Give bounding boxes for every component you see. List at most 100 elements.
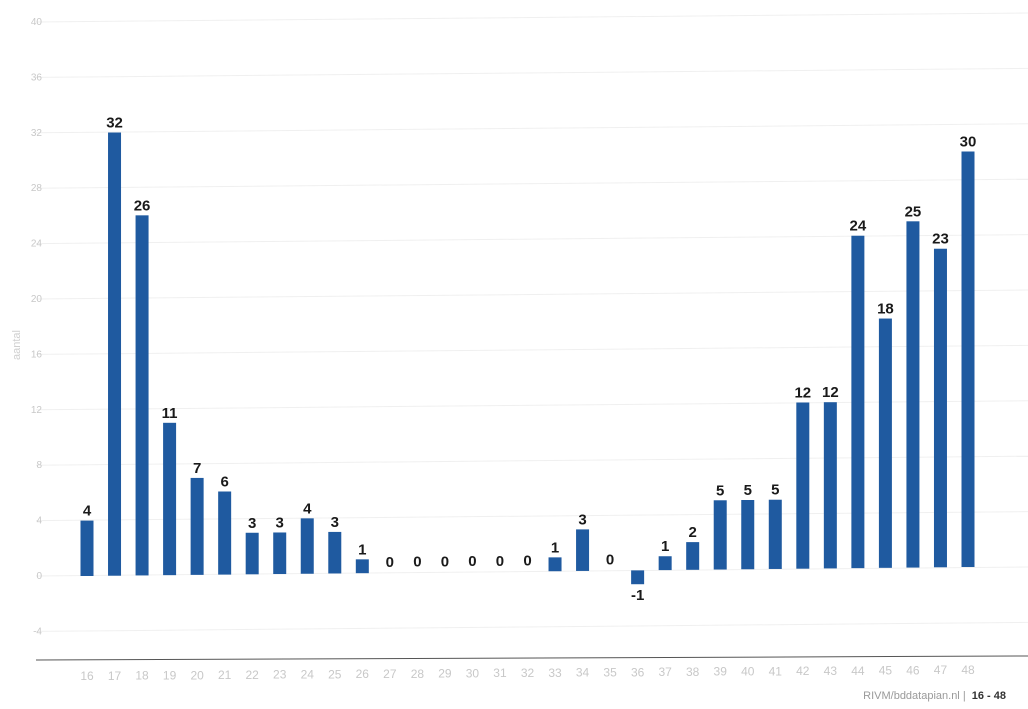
bar (218, 491, 232, 575)
x-tick-label: 26 (356, 667, 370, 681)
x-tick-label: 38 (686, 665, 700, 679)
x-tick-label: 22 (246, 668, 260, 682)
data-label: 3 (578, 511, 586, 528)
x-tick-label: 29 (438, 667, 452, 681)
grid-line (35, 621, 1028, 632)
data-label: 23 (932, 231, 949, 248)
grid-line (35, 289, 1028, 300)
data-label: 12 (794, 384, 811, 401)
y-tick-label: 16 (31, 349, 43, 360)
x-tick-label: 43 (824, 664, 838, 678)
bar (796, 402, 810, 569)
bar (355, 559, 369, 574)
data-label: 25 (905, 203, 922, 220)
data-label: 0 (468, 553, 476, 570)
bar (273, 532, 287, 575)
y-axis-label: aantal (11, 330, 23, 360)
grid-line (35, 123, 1028, 134)
x-tick-label: 41 (769, 664, 783, 678)
x-tick-label: 32 (521, 666, 535, 680)
y-tick-label: 12 (31, 405, 43, 416)
data-label: -1 (631, 587, 644, 604)
y-tick-label: 8 (36, 460, 42, 471)
x-tick-label: 40 (741, 665, 755, 679)
data-label: 1 (551, 539, 559, 556)
x-tick-label: 23 (273, 668, 287, 682)
x-tick-label: 46 (906, 663, 920, 677)
bar (686, 542, 700, 570)
data-label: 0 (606, 552, 614, 569)
source-note: RIVM/bddatapian.nl | 16 - 48 (863, 690, 1006, 702)
y-axis-ticks: -4 0 4 8 12 16 20 24 28 32 36 40 (31, 17, 43, 637)
data-label: 5 (771, 482, 779, 499)
x-tick-label: 31 (493, 666, 507, 680)
x-tick-label: 27 (383, 667, 397, 681)
x-tick-label: 33 (548, 666, 562, 680)
bar (328, 531, 342, 574)
x-tick-label: 21 (218, 668, 232, 682)
x-tick-label: 34 (576, 666, 590, 680)
bar (300, 518, 314, 574)
x-tick-label: 37 (658, 665, 672, 679)
data-label: 0 (523, 553, 531, 570)
grid-line (35, 566, 1028, 577)
data-label: 3 (276, 514, 284, 531)
source-separator: | (962, 690, 966, 702)
x-tick-label: 45 (879, 664, 893, 678)
bar (135, 215, 149, 576)
source-text: RIVM/bddatapian.nl (863, 690, 960, 702)
bar (631, 570, 645, 585)
data-label: 0 (386, 554, 394, 571)
bar (576, 529, 590, 571)
bar (933, 248, 947, 568)
x-tick-label: 25 (328, 667, 342, 681)
bar (823, 402, 837, 569)
y-tick-label: 40 (31, 17, 43, 28)
x-tick-label: 24 (301, 668, 315, 682)
y-tick-label: 28 (31, 183, 43, 194)
x-tick-label: 28 (411, 667, 425, 681)
grid-line (35, 178, 1028, 189)
y-tick-label: 36 (31, 72, 43, 83)
data-label: 3 (248, 515, 256, 532)
grid-line (35, 234, 1028, 245)
data-label: 26 (134, 197, 151, 214)
bar (658, 556, 672, 571)
data-label: 5 (716, 482, 724, 499)
x-tick-label: 42 (796, 664, 810, 678)
data-label: 12 (822, 384, 839, 401)
week-range: 16 - 48 (971, 690, 1006, 702)
x-axis-ticks: 16 17 18 19 20 21 22 23 24 25 26 27 28 29 30 31 32 33 34 35… (80, 663, 975, 683)
bar (190, 477, 204, 575)
x-axis-line (35, 655, 1028, 661)
data-label: 7 (193, 460, 201, 477)
data-label: 6 (220, 473, 228, 490)
y-tick-label: -4 (33, 626, 42, 637)
bar (245, 532, 259, 575)
bar (906, 221, 920, 568)
bar (851, 235, 865, 569)
y-tick-label: 32 (31, 128, 43, 139)
bar (741, 500, 755, 570)
data-label: 0 (441, 553, 449, 570)
bar (878, 318, 892, 568)
y-tick-label: 0 (36, 571, 42, 582)
data-label: 30 (960, 134, 977, 151)
data-label: 0 (496, 553, 504, 570)
data-label: 32 (106, 115, 123, 132)
bar (108, 132, 122, 576)
x-tick-label: 39 (714, 665, 728, 679)
bars (80, 132, 975, 585)
grid-line (35, 67, 1028, 78)
x-tick-label: 48 (961, 663, 975, 677)
data-label: 0 (413, 554, 421, 571)
y-tick-label: 24 (31, 239, 43, 250)
bar (768, 499, 782, 569)
x-tick-label: 17 (108, 669, 122, 683)
y-tick-label: 4 (36, 516, 42, 527)
grid-line (35, 12, 1028, 23)
data-label: 4 (83, 503, 92, 520)
